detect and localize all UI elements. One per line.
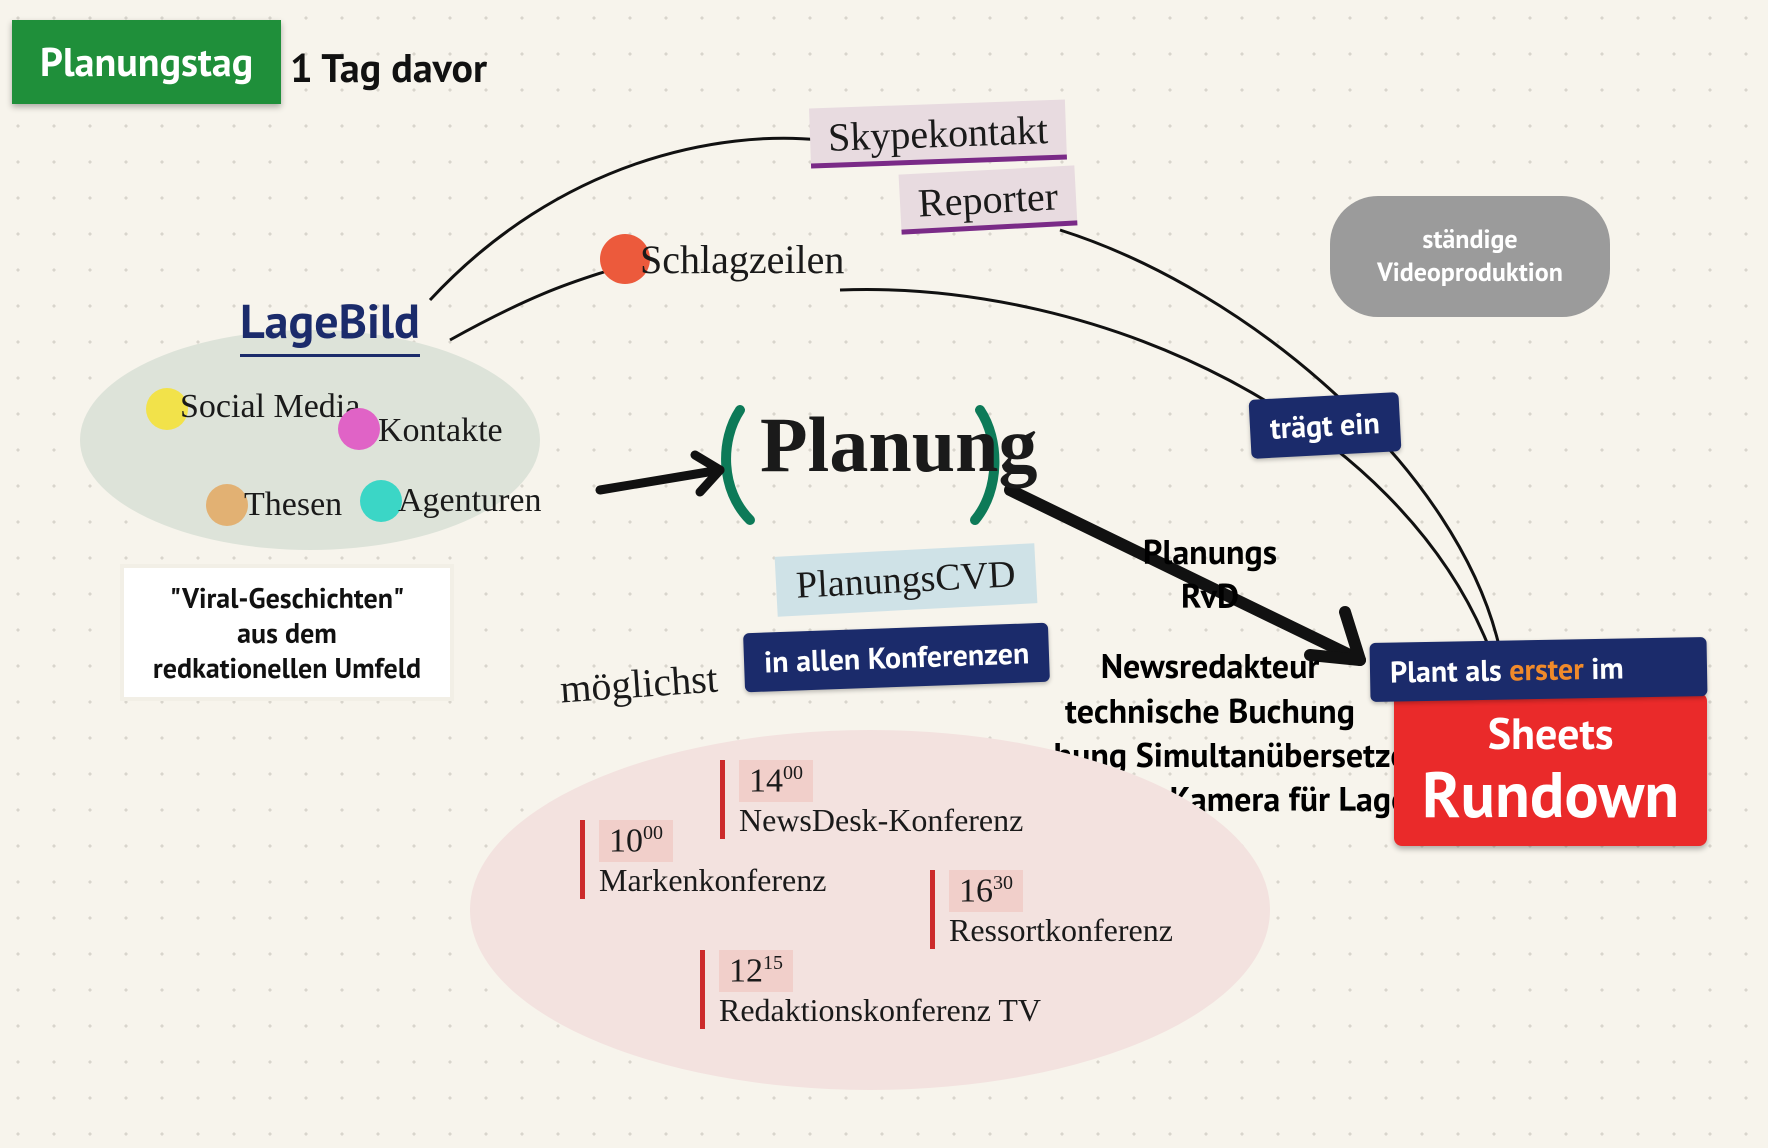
lagebild-agenturen: Agenturen [398, 482, 542, 520]
t4-min: 15 [763, 952, 783, 974]
plant-als-pre: Plant als [1390, 651, 1510, 692]
sticky-reporter-text: Reporter [917, 173, 1059, 225]
traegt-ein-chip: trägt ein [1249, 392, 1402, 459]
role-line-2: RvD [980, 574, 1440, 618]
moeglichst-label: möglichst [559, 655, 720, 713]
plant-als-chip: Plant als erster im [1370, 637, 1708, 702]
planungstag-badge: Planungstag [12, 20, 281, 104]
t4-label: Redaktionskonferenz TV [719, 992, 1041, 1029]
schlagzeilen-label: Schlagzeilen [640, 236, 844, 283]
plant-als-post: im [1583, 649, 1623, 689]
planung-label: Planung [760, 400, 1037, 490]
lagebild-thesen: Thesen [244, 486, 342, 524]
planungstag-badge-text: Planungstag [40, 36, 253, 88]
t1-label: Markenkonferenz [599, 862, 826, 899]
t3-min: 30 [993, 872, 1013, 894]
rundown-block: Plant als erster im Sheets Rundown [1370, 640, 1707, 846]
t3-time: 16 [959, 872, 993, 909]
page-subtitle: 1 Tag davor [290, 42, 487, 94]
t2-time: 14 [749, 762, 783, 799]
t4-time: 12 [729, 952, 763, 989]
t3-label: Ressortkonferenz [949, 912, 1173, 949]
schedule-16: 1630 Ressortkonferenz [930, 870, 1173, 949]
role-line-1: Planungs [980, 530, 1440, 574]
plant-als-highlight: erster [1509, 649, 1584, 689]
lagebild-title: LageBild [240, 290, 420, 357]
lagebild-social: Social Media [180, 388, 360, 426]
video-pill: ständige Videoproduktion [1330, 196, 1610, 317]
schedule-12: 1215 Redaktionskonferenz TV [700, 950, 1041, 1029]
sticky-skype-text: Skypekontakt [827, 107, 1048, 160]
rundown-box: Sheets Rundown [1394, 693, 1707, 846]
rundown-l2: Rundown [1422, 762, 1679, 826]
sticky-reporter: Reporter [899, 165, 1078, 234]
dot-pink [338, 408, 380, 450]
dot-teal [360, 480, 402, 522]
t1-time: 10 [609, 822, 643, 859]
t1-min: 00 [643, 822, 663, 844]
dot-tan [206, 484, 248, 526]
t2-min: 00 [783, 762, 803, 784]
t2-label: NewsDesk-Konferenz [739, 802, 1023, 839]
schedule-14: 1400 NewsDesk-Konferenz [720, 760, 1023, 839]
lagebild-kontakte: Kontakte [378, 412, 503, 450]
sticky-skype: Skypekontakt [809, 100, 1067, 169]
traegt-ein-text: trägt ein [1269, 403, 1381, 448]
viral-note: "Viral-Geschichten" aus dem redkationell… [120, 564, 454, 701]
